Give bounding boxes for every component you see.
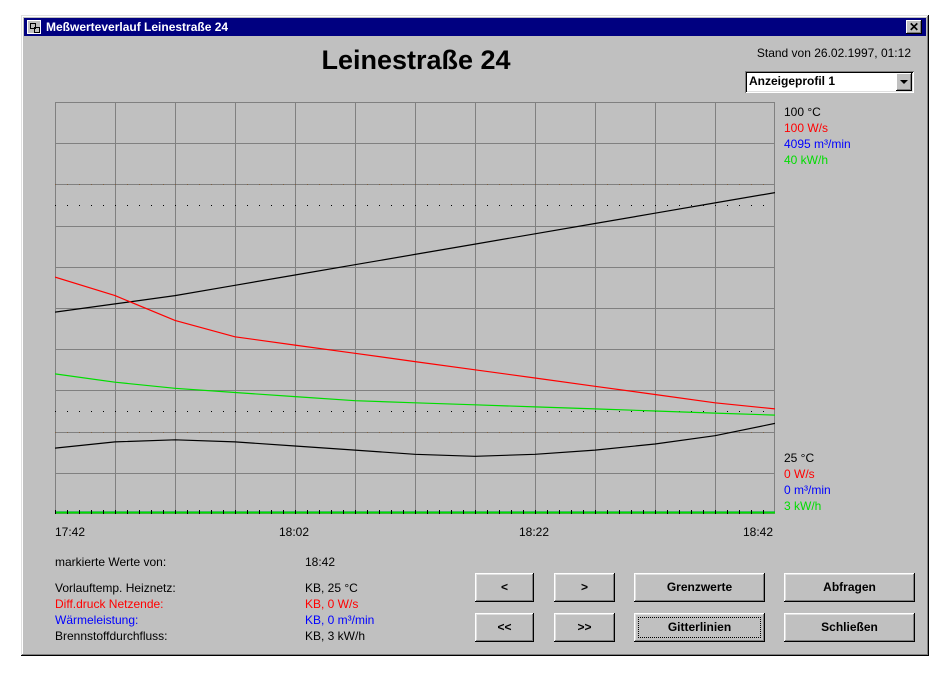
main-window: Meßwerteverlauf Leinestraße 24 ✕ Leinest… — [21, 15, 929, 656]
axis-label-bottom-temp: 25 °C — [784, 451, 815, 465]
legend-value-brennstoff: KB, 3 kW/h — [305, 629, 366, 643]
legend-name-brennstoff: Brennstoffdurchfluss: — [55, 629, 168, 643]
x-tick-label: 17:42 — [55, 525, 86, 539]
marked-values-label: markierte Werte von: — [55, 555, 167, 569]
next-button[interactable]: > — [554, 573, 615, 602]
legend-value-temp: KB, 25 °C — [305, 581, 358, 595]
legend-name-waerme: Wärmeleistung: — [55, 613, 139, 627]
last-button[interactable]: >> — [554, 613, 615, 642]
axis-label-top-temp: 100 °C — [784, 105, 821, 119]
series-line-0 — [55, 192, 775, 313]
chart-plot[interactable] — [55, 102, 775, 514]
grenzwerte-button[interactable]: Grenzwerte — [634, 573, 765, 602]
prev-button[interactable]: < — [475, 573, 534, 602]
axis-label-top-brennstoff: 40 kW/h — [784, 153, 829, 167]
series-line-4 — [55, 422, 775, 457]
page-title: Leinestraße 24 — [321, 45, 511, 75]
window-title: Meßwerteverlauf Leinestraße 24 — [46, 20, 229, 34]
system-menu-icon[interactable] — [27, 20, 41, 34]
profile-dropdown[interactable]: Anzeigeprofil 1 — [745, 71, 914, 93]
gitterlinien-button[interactable]: Gitterlinien — [634, 613, 765, 642]
axis-label-bottom-brennstoff: 3 kW/h — [784, 499, 822, 513]
schliessen-button[interactable]: Schließen — [784, 613, 915, 642]
legend-name-druck: Diff.druck Netzende: — [55, 597, 164, 611]
series-line-3 — [55, 373, 775, 416]
axis-label-top-waerme: 4095 m³/min — [784, 137, 851, 151]
x-tick-label: 18:02 — [279, 525, 310, 539]
chevron-down-icon[interactable] — [896, 73, 912, 91]
x-tick-label: 18:42 — [743, 525, 774, 539]
legend-value-druck: KB, 0 W/s — [305, 597, 359, 611]
close-button[interactable]: ✕ — [906, 20, 922, 34]
abfragen-button[interactable]: Abfragen — [784, 573, 915, 602]
series-line-1 — [55, 276, 775, 410]
axis-label-top-druck: 100 W/s — [784, 121, 829, 135]
legend-name-temp: Vorlauftemp. Heiznetz: — [55, 581, 176, 595]
title-bar[interactable]: Meßwerteverlauf Leinestraße 24 ✕ — [24, 18, 926, 36]
legend-value-waerme: KB, 0 m³/min — [305, 613, 375, 627]
axis-label-bottom-druck: 0 W/s — [784, 467, 815, 481]
first-button[interactable]: << — [475, 613, 534, 642]
timestamp-label: Stand von 26.02.1997, 01:12 — [756, 46, 911, 60]
x-tick-label: 18:22 — [519, 525, 550, 539]
axis-label-bottom-waerme: 0 m³/min — [784, 483, 831, 497]
profile-selected-value: Anzeigeprofil 1 — [749, 74, 836, 88]
marked-values-time: 18:42 — [305, 555, 336, 569]
